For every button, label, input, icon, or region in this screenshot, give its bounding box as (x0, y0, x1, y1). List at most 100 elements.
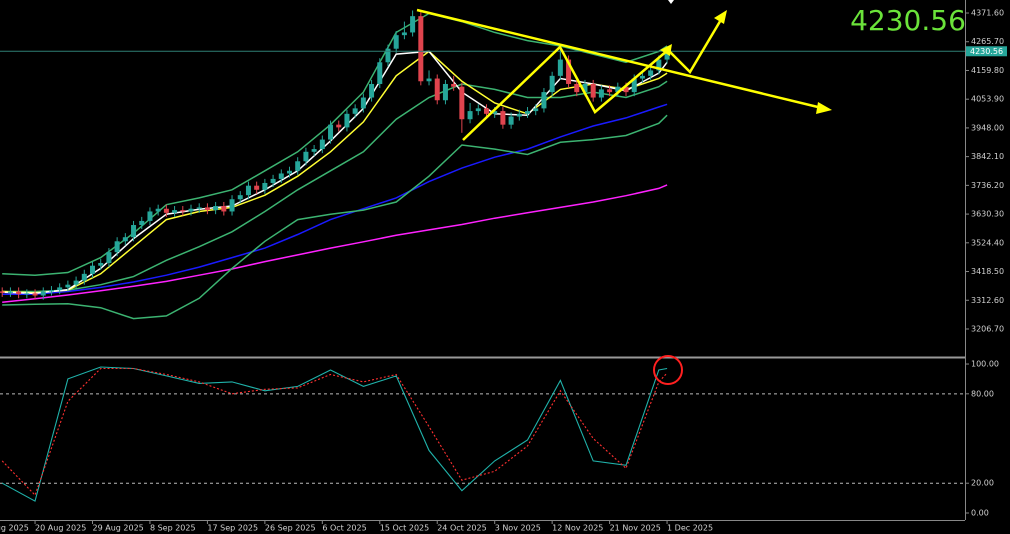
y-tick-label: 100.00 (971, 360, 999, 369)
y-tick-label: 3630.30 (971, 210, 1004, 219)
candle-body (369, 83, 375, 98)
candle-body (401, 32, 407, 36)
candle-body (525, 111, 531, 114)
arrow-head (816, 102, 832, 114)
candle-body (24, 293, 30, 295)
candle-body (229, 199, 235, 212)
x-tick-label: 15 Oct 2025 (380, 524, 429, 533)
candle-body (344, 113, 350, 128)
candle-body (648, 70, 654, 76)
x-tick-label: 29 Aug 2025 (93, 524, 144, 533)
y-tick-label: 20.00 (971, 479, 994, 488)
zigzag-arrow (462, 17, 724, 141)
y-tick-label: 3418.50 (971, 267, 1004, 276)
candle-body (295, 161, 301, 171)
y-tick-label: 4371.60 (971, 9, 1004, 18)
x-tick-label: 6 Oct 2025 (322, 524, 366, 533)
plot-area: 11 Aug 2025 20 Aug 2025 29 Aug 2025 8 Sep 2… (0, 9, 1007, 533)
y-tick-label: 4159.80 (971, 66, 1004, 75)
indicator-line (2, 184, 668, 304)
candle-body (615, 86, 621, 93)
indicator-line (2, 103, 668, 295)
candle-body (57, 287, 63, 291)
candle-body (434, 78, 440, 101)
candle-body (196, 207, 202, 209)
candle-body (541, 92, 547, 109)
indicator-line (2, 114, 668, 320)
candle-body (566, 59, 572, 84)
candle-body (426, 78, 432, 82)
candle-body (106, 252, 112, 263)
candle-body (245, 185, 251, 196)
x-tick-label: 3 Nov 2025 (495, 524, 541, 533)
candle-body (623, 86, 629, 93)
candle-body (270, 178, 276, 183)
candle-body (631, 78, 637, 93)
candle-body (492, 111, 498, 114)
candle-body (65, 284, 71, 288)
candle-body (180, 210, 186, 212)
candle-body (98, 262, 104, 266)
y-tick-label: 3736.20 (971, 181, 1004, 190)
x-tick-label: 1 Dec 2025 (667, 524, 713, 533)
candle-body (311, 149, 317, 152)
last-price-box (966, 46, 1007, 57)
candle-body (385, 48, 391, 63)
candle-body (508, 116, 514, 125)
oscillator-line (1, 367, 668, 497)
candle-body (639, 75, 645, 79)
candle-body (467, 111, 473, 120)
candle-body (40, 291, 46, 296)
annotations (416, 0, 832, 385)
candle-body (656, 59, 662, 71)
trend-arrow (416, 8, 823, 110)
oscillator-line (1, 366, 668, 502)
candle-body (0, 291, 5, 293)
candle-body (7, 291, 13, 293)
candle-body (500, 111, 506, 125)
candle-body (278, 173, 284, 179)
candle-body (90, 265, 96, 274)
candle-body (237, 195, 243, 200)
highlight-circle (653, 355, 683, 385)
y-tick-label: 3524.40 (971, 238, 1004, 247)
candle-body (48, 290, 54, 292)
x-tick-label: 12 Nov 2025 (552, 524, 603, 533)
candle-body (418, 16, 424, 82)
candle-body (16, 291, 22, 295)
y-tick-label: 80.00 (971, 389, 994, 398)
x-tick-label: 17 Sep 2025 (207, 524, 258, 533)
candle-body (475, 108, 481, 112)
candle-body (155, 208, 161, 212)
candle-body (483, 108, 489, 114)
candle-body (32, 293, 38, 296)
candle-body (114, 241, 120, 253)
y-tick-label: 3206.70 (971, 324, 1004, 333)
arrow-head (714, 10, 727, 24)
candle-body (262, 182, 268, 190)
candle-body (607, 89, 613, 93)
candle-body (188, 208, 194, 212)
candle-body (582, 83, 588, 93)
x-tick-label: 24 Oct 2025 (437, 524, 486, 533)
x-tick-label: 26 Sep 2025 (265, 524, 316, 533)
candle-body (213, 206, 219, 211)
candle-body (303, 151, 309, 162)
y-tick-label: 4053.90 (971, 95, 1004, 104)
candle-body (163, 208, 169, 213)
candle-body (360, 97, 366, 109)
candle-body (459, 86, 465, 120)
arrow-head (660, 44, 672, 56)
y-tick-label: 3948.00 (971, 123, 1004, 132)
candle-body (328, 124, 334, 140)
x-tick-label: 8 Sep 2025 (150, 524, 196, 533)
candle-body (139, 220, 145, 226)
candle-body (122, 237, 128, 242)
current-price: 4230.56 (850, 4, 966, 37)
candle-body (81, 273, 87, 281)
candle-body (590, 83, 596, 98)
candle-body (549, 75, 555, 93)
candle-body (336, 124, 342, 128)
candle-body (254, 185, 260, 190)
